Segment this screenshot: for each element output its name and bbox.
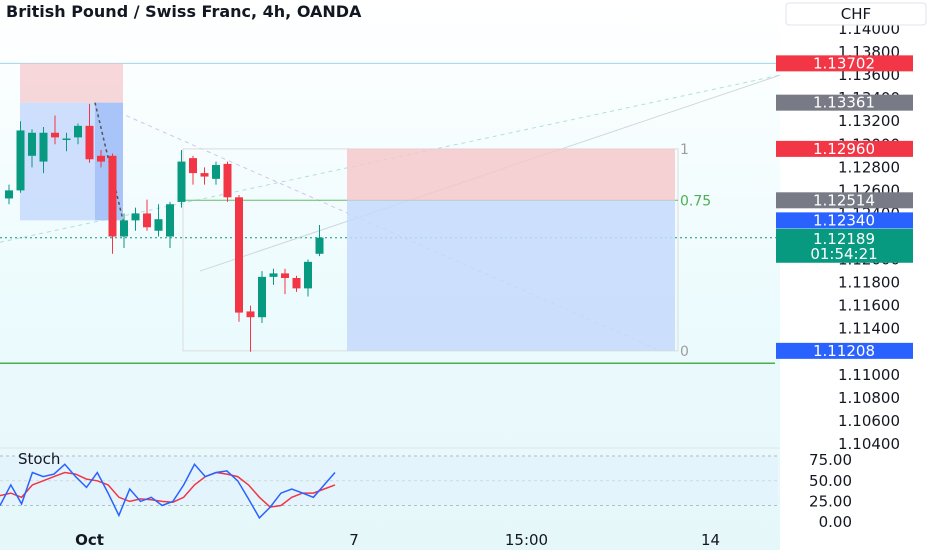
candle-body[interactable] [85, 125, 94, 160]
price-tag[interactable] [776, 212, 913, 229]
candle-body[interactable] [166, 204, 174, 237]
candle-body[interactable] [154, 219, 163, 231]
candle-body[interactable] [315, 237, 324, 254]
price-tag[interactable] [776, 192, 913, 209]
candle-body[interactable] [28, 132, 36, 156]
candle-body[interactable] [189, 158, 197, 174]
candle-body[interactable] [143, 213, 151, 228]
candle-body[interactable] [108, 155, 117, 237]
price-tag[interactable] [776, 55, 913, 72]
candle-body[interactable] [97, 155, 105, 162]
candle-body[interactable] [212, 165, 220, 179]
candle-body[interactable] [16, 130, 25, 191]
stoch-title: Stoch [18, 450, 60, 468]
position-stop-zone-left[interactable] [20, 63, 123, 103]
y-tick-label: 1.12800 [838, 158, 900, 176]
last-price-text: 1.12189 [813, 230, 875, 248]
candle-body[interactable] [258, 276, 266, 318]
candle-body[interactable] [62, 138, 71, 141]
chart-title: British Pound / Swiss Franc, 4h, OANDA [6, 2, 362, 21]
candle-body[interactable] [5, 190, 13, 199]
candle-body[interactable] [120, 220, 128, 237]
position-stop-zone[interactable] [347, 148, 675, 201]
stoch-y-tick: 25.00 [809, 492, 852, 510]
candle-body[interactable] [304, 261, 312, 289]
price-tag-text: 1.13702 [813, 54, 875, 72]
candle-body[interactable] [281, 273, 289, 278]
stoch-y-tick: 75.00 [809, 451, 852, 469]
price-tag[interactable] [776, 140, 913, 157]
x-tick-label: 14 [701, 531, 720, 549]
price-tag-text: 1.12514 [813, 191, 875, 209]
y-tick-label: 1.13200 [838, 112, 900, 130]
currency-box[interactable] [785, 2, 927, 26]
fib-label: 1 [680, 142, 689, 158]
price-tag-text: 1.13361 [813, 94, 875, 112]
price-tag[interactable] [776, 342, 913, 359]
y-tick-label: 1.11400 [838, 320, 900, 338]
stoch-y-tick: 50.00 [809, 472, 852, 490]
candle-body[interactable] [223, 163, 232, 198]
price-tag-text: 1.12960 [813, 140, 875, 158]
y-tick-label: 1.10600 [838, 412, 900, 430]
x-tick-label: Oct [75, 531, 104, 549]
candle-body[interactable] [200, 173, 209, 177]
y-tick-label: 1.11600 [838, 297, 900, 315]
fib-label: 0 [680, 344, 689, 360]
fib-label: 0.75 [680, 193, 711, 209]
x-tick-label: 7 [349, 531, 359, 549]
y-tick-label: 1.11800 [838, 274, 900, 292]
y-tick-label: 1.11000 [838, 366, 900, 384]
stoch-y-tick: 0.00 [819, 513, 852, 531]
candle-body[interactable] [177, 161, 186, 202]
candle-body[interactable] [246, 311, 255, 318]
candle-body[interactable] [269, 273, 278, 277]
position-target-zone[interactable] [347, 200, 675, 351]
last-price-tag[interactable] [776, 228, 913, 263]
currency-label: CHF [841, 5, 871, 23]
candle-body[interactable] [131, 213, 140, 221]
y-tick-label: 1.10800 [838, 389, 900, 407]
stoch-d-line[interactable] [0, 471, 336, 508]
trend-line[interactable] [0, 74, 781, 243]
candle-body[interactable] [39, 132, 48, 162]
price-tag-text: 1.12340 [813, 211, 875, 229]
x-tick-label: 15:00 [505, 531, 548, 549]
candle-body[interactable] [51, 132, 59, 138]
countdown-text: 01:54:21 [810, 245, 877, 263]
candle-body[interactable] [235, 197, 243, 313]
price-tag[interactable] [776, 94, 913, 111]
price-tag-text: 1.11208 [813, 342, 875, 360]
candle-body[interactable] [74, 125, 82, 138]
stoch-k-line[interactable] [0, 462, 336, 520]
candle-body[interactable] [292, 278, 301, 289]
y-tick-label: 1.10400 [838, 435, 900, 453]
price-scale-background [780, 0, 932, 550]
